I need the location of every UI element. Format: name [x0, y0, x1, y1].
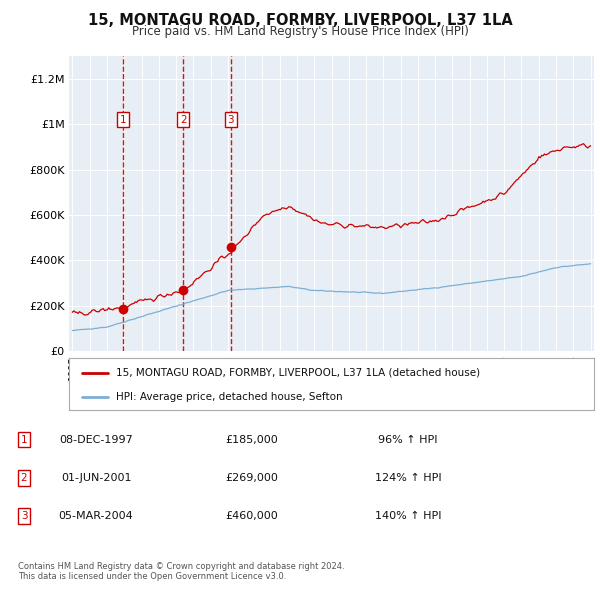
Text: 15, MONTAGU ROAD, FORMBY, LIVERPOOL, L37 1LA (detached house): 15, MONTAGU ROAD, FORMBY, LIVERPOOL, L37…: [116, 368, 481, 378]
Text: HPI: Average price, detached house, Sefton: HPI: Average price, detached house, Seft…: [116, 392, 343, 402]
Text: 1: 1: [20, 435, 28, 444]
Text: 05-MAR-2004: 05-MAR-2004: [59, 512, 133, 521]
Text: 2: 2: [180, 114, 187, 124]
Text: 1: 1: [120, 114, 127, 124]
Text: Contains HM Land Registry data © Crown copyright and database right 2024.
This d: Contains HM Land Registry data © Crown c…: [18, 562, 344, 581]
Text: 124% ↑ HPI: 124% ↑ HPI: [374, 473, 442, 483]
Text: £269,000: £269,000: [226, 473, 278, 483]
Text: 140% ↑ HPI: 140% ↑ HPI: [375, 512, 441, 521]
Text: Price paid vs. HM Land Registry's House Price Index (HPI): Price paid vs. HM Land Registry's House …: [131, 25, 469, 38]
Text: £460,000: £460,000: [226, 512, 278, 521]
Text: £185,000: £185,000: [226, 435, 278, 444]
Text: 2: 2: [20, 473, 28, 483]
Text: 3: 3: [20, 512, 28, 521]
Text: 15, MONTAGU ROAD, FORMBY, LIVERPOOL, L37 1LA: 15, MONTAGU ROAD, FORMBY, LIVERPOOL, L37…: [88, 13, 512, 28]
Text: 01-JUN-2001: 01-JUN-2001: [61, 473, 131, 483]
Text: 3: 3: [227, 114, 234, 124]
Text: 96% ↑ HPI: 96% ↑ HPI: [378, 435, 438, 444]
Text: 08-DEC-1997: 08-DEC-1997: [59, 435, 133, 444]
